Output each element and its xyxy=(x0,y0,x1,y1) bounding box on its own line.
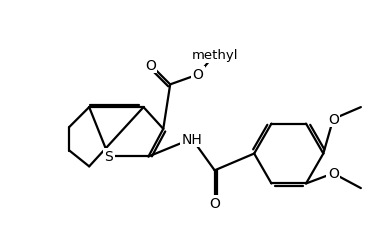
Text: NH: NH xyxy=(182,132,202,146)
Text: O: O xyxy=(328,112,339,126)
Text: methyl: methyl xyxy=(192,49,238,62)
Text: O: O xyxy=(145,58,156,72)
Text: O: O xyxy=(192,68,203,82)
Text: S: S xyxy=(105,150,113,164)
Text: O: O xyxy=(209,196,220,210)
Text: O: O xyxy=(328,167,339,180)
